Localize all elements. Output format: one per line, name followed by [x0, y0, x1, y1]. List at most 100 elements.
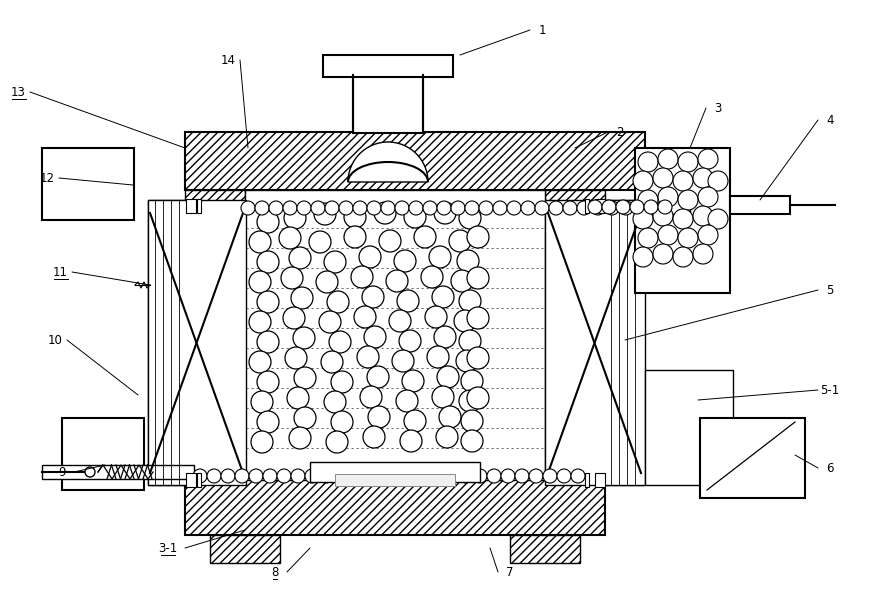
Circle shape	[403, 469, 417, 483]
Circle shape	[434, 326, 456, 348]
Circle shape	[291, 469, 305, 483]
Circle shape	[563, 201, 577, 215]
Circle shape	[465, 201, 479, 215]
Circle shape	[421, 266, 443, 288]
Circle shape	[360, 386, 382, 408]
Circle shape	[432, 386, 454, 408]
Circle shape	[515, 469, 529, 483]
Circle shape	[678, 190, 698, 210]
Circle shape	[257, 371, 279, 393]
Bar	[185, 190, 245, 480]
Bar	[335, 474, 455, 486]
Text: 10: 10	[47, 334, 62, 346]
Circle shape	[588, 200, 602, 214]
Circle shape	[249, 231, 271, 253]
Circle shape	[459, 207, 481, 229]
Circle shape	[287, 387, 309, 409]
Circle shape	[364, 326, 386, 348]
Circle shape	[630, 200, 644, 214]
Circle shape	[467, 387, 489, 409]
Bar	[148, 200, 188, 485]
Circle shape	[251, 391, 273, 413]
Bar	[635, 148, 730, 293]
Bar	[510, 535, 580, 563]
Circle shape	[437, 201, 451, 215]
Circle shape	[397, 290, 419, 312]
Circle shape	[309, 231, 331, 253]
Bar	[585, 473, 589, 487]
Circle shape	[459, 330, 481, 352]
Circle shape	[368, 406, 390, 428]
Bar	[353, 75, 423, 133]
Circle shape	[633, 209, 653, 229]
Circle shape	[451, 201, 465, 215]
Circle shape	[708, 209, 728, 229]
Circle shape	[535, 201, 549, 215]
Circle shape	[459, 390, 481, 412]
Circle shape	[329, 331, 351, 353]
Circle shape	[658, 187, 678, 207]
Circle shape	[294, 407, 316, 429]
Circle shape	[479, 201, 493, 215]
Circle shape	[311, 201, 325, 215]
Circle shape	[658, 200, 672, 214]
Circle shape	[549, 201, 563, 215]
Bar	[42, 148, 134, 220]
Circle shape	[423, 201, 437, 215]
Circle shape	[277, 469, 291, 483]
Circle shape	[431, 469, 445, 483]
Circle shape	[616, 200, 630, 214]
Circle shape	[693, 206, 713, 226]
Wedge shape	[348, 142, 428, 182]
Circle shape	[425, 306, 447, 328]
Circle shape	[354, 306, 376, 328]
Circle shape	[473, 469, 487, 483]
Circle shape	[395, 201, 409, 215]
Circle shape	[698, 149, 718, 169]
Circle shape	[257, 331, 279, 353]
Circle shape	[467, 267, 489, 289]
Circle shape	[359, 246, 381, 268]
Circle shape	[249, 469, 263, 483]
Circle shape	[467, 226, 489, 248]
Bar	[700, 418, 805, 498]
Circle shape	[698, 225, 718, 245]
Circle shape	[638, 152, 658, 172]
Circle shape	[374, 202, 396, 224]
Circle shape	[529, 469, 543, 483]
Circle shape	[461, 370, 483, 392]
Text: 8: 8	[272, 565, 279, 578]
Circle shape	[319, 469, 333, 483]
Text: 2: 2	[616, 125, 624, 139]
Bar	[185, 132, 645, 190]
Bar	[186, 473, 196, 487]
Circle shape	[507, 201, 521, 215]
Circle shape	[437, 366, 459, 388]
Bar	[730, 196, 790, 214]
Circle shape	[344, 226, 366, 248]
Bar	[148, 200, 246, 485]
Circle shape	[269, 201, 283, 215]
Circle shape	[467, 347, 489, 369]
Circle shape	[257, 411, 279, 433]
Text: 12: 12	[39, 172, 54, 185]
Circle shape	[427, 346, 449, 368]
Circle shape	[357, 346, 379, 368]
Circle shape	[571, 469, 585, 483]
Circle shape	[436, 426, 458, 448]
Text: 4: 4	[826, 113, 834, 127]
Bar	[645, 196, 690, 214]
Text: 1: 1	[538, 23, 546, 37]
Circle shape	[362, 286, 384, 308]
Circle shape	[429, 246, 451, 268]
Circle shape	[693, 244, 713, 264]
Circle shape	[445, 469, 459, 483]
Circle shape	[392, 350, 414, 372]
Bar	[197, 473, 201, 487]
Circle shape	[591, 201, 605, 215]
Circle shape	[381, 201, 395, 215]
Circle shape	[284, 207, 306, 229]
Circle shape	[673, 171, 693, 191]
Circle shape	[653, 168, 673, 188]
Circle shape	[557, 469, 571, 483]
